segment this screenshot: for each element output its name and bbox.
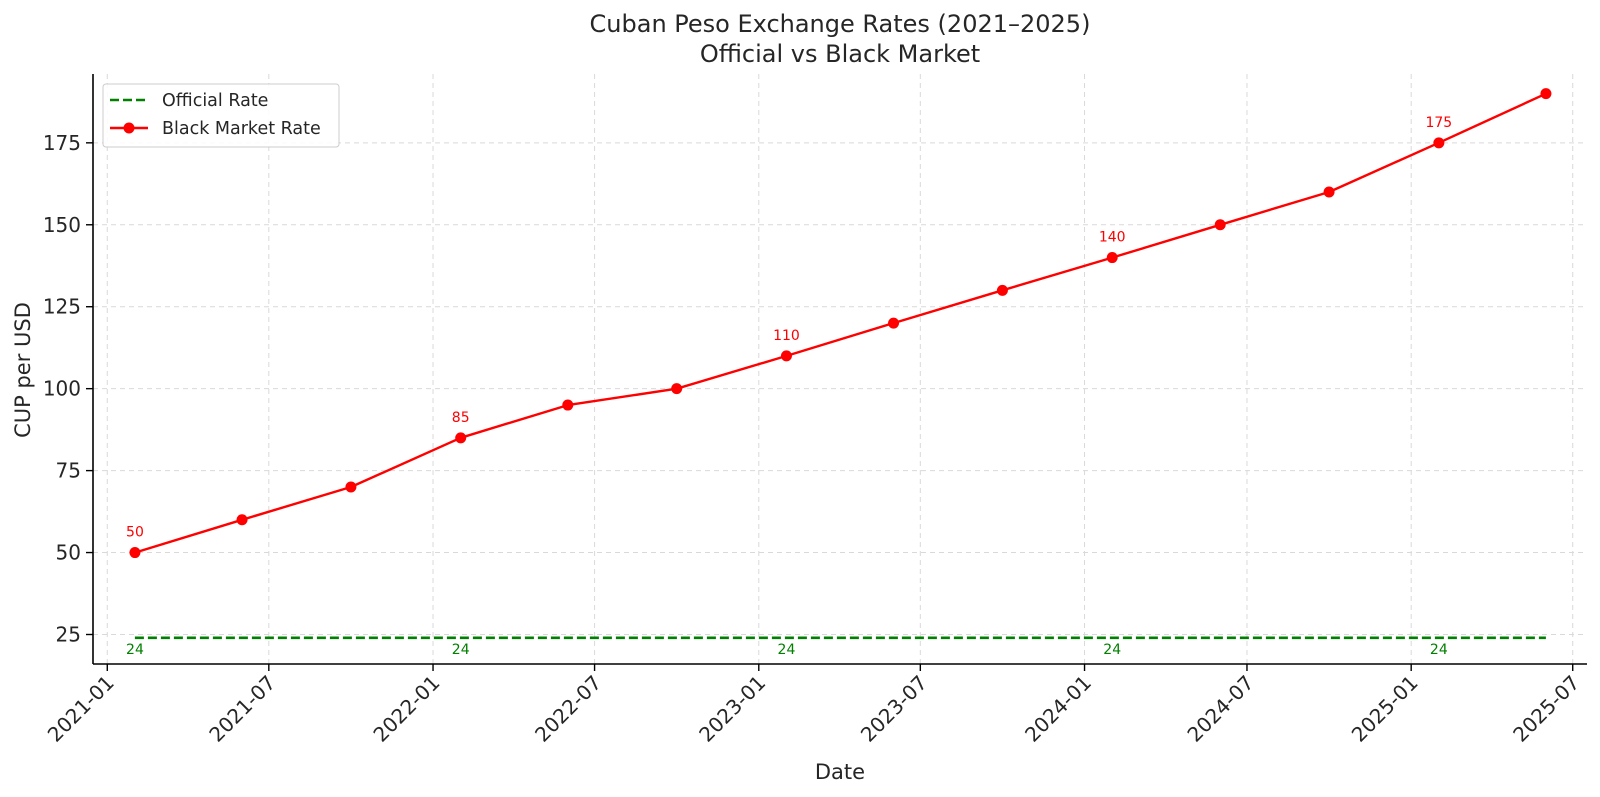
- x-tick-label: 2024-07: [1182, 671, 1258, 747]
- black-market-point: [236, 514, 248, 526]
- chart-title: Cuban Peso Exchange Rates (2021–2025): [590, 10, 1091, 38]
- legend-black-market-marker: [123, 122, 135, 134]
- x-tick-label: 2022-01: [368, 671, 444, 747]
- black-market-point: [671, 383, 683, 395]
- black-market-point: [455, 432, 467, 444]
- legend: Official Rate Black Market Rate: [102, 83, 340, 148]
- y-tick-label: 175: [43, 131, 81, 155]
- black-market-rate-label: 175: [1425, 115, 1452, 131]
- x-tick-label: 2025-07: [1508, 671, 1584, 747]
- x-tick-label: 2021-07: [204, 671, 280, 747]
- x-tick-label: 2023-07: [856, 671, 932, 747]
- black-market-point: [1106, 252, 1118, 264]
- black-market-point: [1433, 137, 1445, 149]
- chart-subtitle: Official vs Black Market: [700, 40, 980, 68]
- black-market-rate-label: 50: [126, 525, 144, 541]
- x-tick-label: 2022-07: [530, 671, 606, 747]
- black-market-point: [1214, 219, 1226, 231]
- y-tick-label: 75: [56, 459, 81, 483]
- axes: [86, 74, 1587, 671]
- annotations: 24 24 24 24 24 50 85 110 140 175: [126, 115, 1452, 658]
- black-market-point: [1323, 186, 1335, 198]
- grid: [93, 74, 1587, 664]
- x-axis-label: Date: [815, 760, 865, 784]
- black-market-rate-label: 85: [452, 410, 470, 426]
- official-rate-label: 24: [778, 642, 796, 658]
- legend-box: [102, 83, 340, 148]
- black-market-point: [345, 481, 357, 493]
- legend-black-market-label: Black Market Rate: [162, 119, 321, 139]
- y-tick-label: 125: [43, 295, 81, 319]
- black-market-point: [996, 284, 1008, 296]
- x-tick-label: 2024-01: [1020, 671, 1096, 747]
- official-rate-label: 24: [1103, 642, 1121, 658]
- x-tick-label: 2025-01: [1347, 671, 1423, 747]
- series-layer: [129, 88, 1552, 640]
- black-market-rate-label: 110: [773, 328, 800, 344]
- y-tick-label: 25: [56, 623, 81, 647]
- black-market-point: [562, 399, 574, 411]
- x-tick-label: 2021-01: [43, 671, 119, 747]
- x-tick-label: 2023-01: [694, 671, 770, 747]
- black-market-point: [780, 350, 792, 362]
- black-market-point: [888, 317, 900, 329]
- black-market-point: [129, 547, 141, 559]
- black-market-rate-line: [134, 92, 1547, 554]
- official-rate-label: 24: [1430, 642, 1448, 658]
- official-rate-label: 24: [126, 642, 144, 658]
- legend-official-label: Official Rate: [162, 91, 268, 111]
- y-tick-label: 150: [43, 213, 81, 237]
- y-tick-label: 100: [43, 377, 81, 401]
- tick-labels: 25 50 75 100 125 150 175 2021-01 2021-07 2022-01 2…: [43, 131, 1585, 747]
- y-axis-label: CUP per USD: [11, 302, 35, 438]
- y-tick-label: 50: [56, 541, 81, 565]
- black-market-rate-label: 140: [1099, 230, 1126, 246]
- black-market-point: [1540, 88, 1552, 100]
- official-rate-label: 24: [452, 642, 470, 658]
